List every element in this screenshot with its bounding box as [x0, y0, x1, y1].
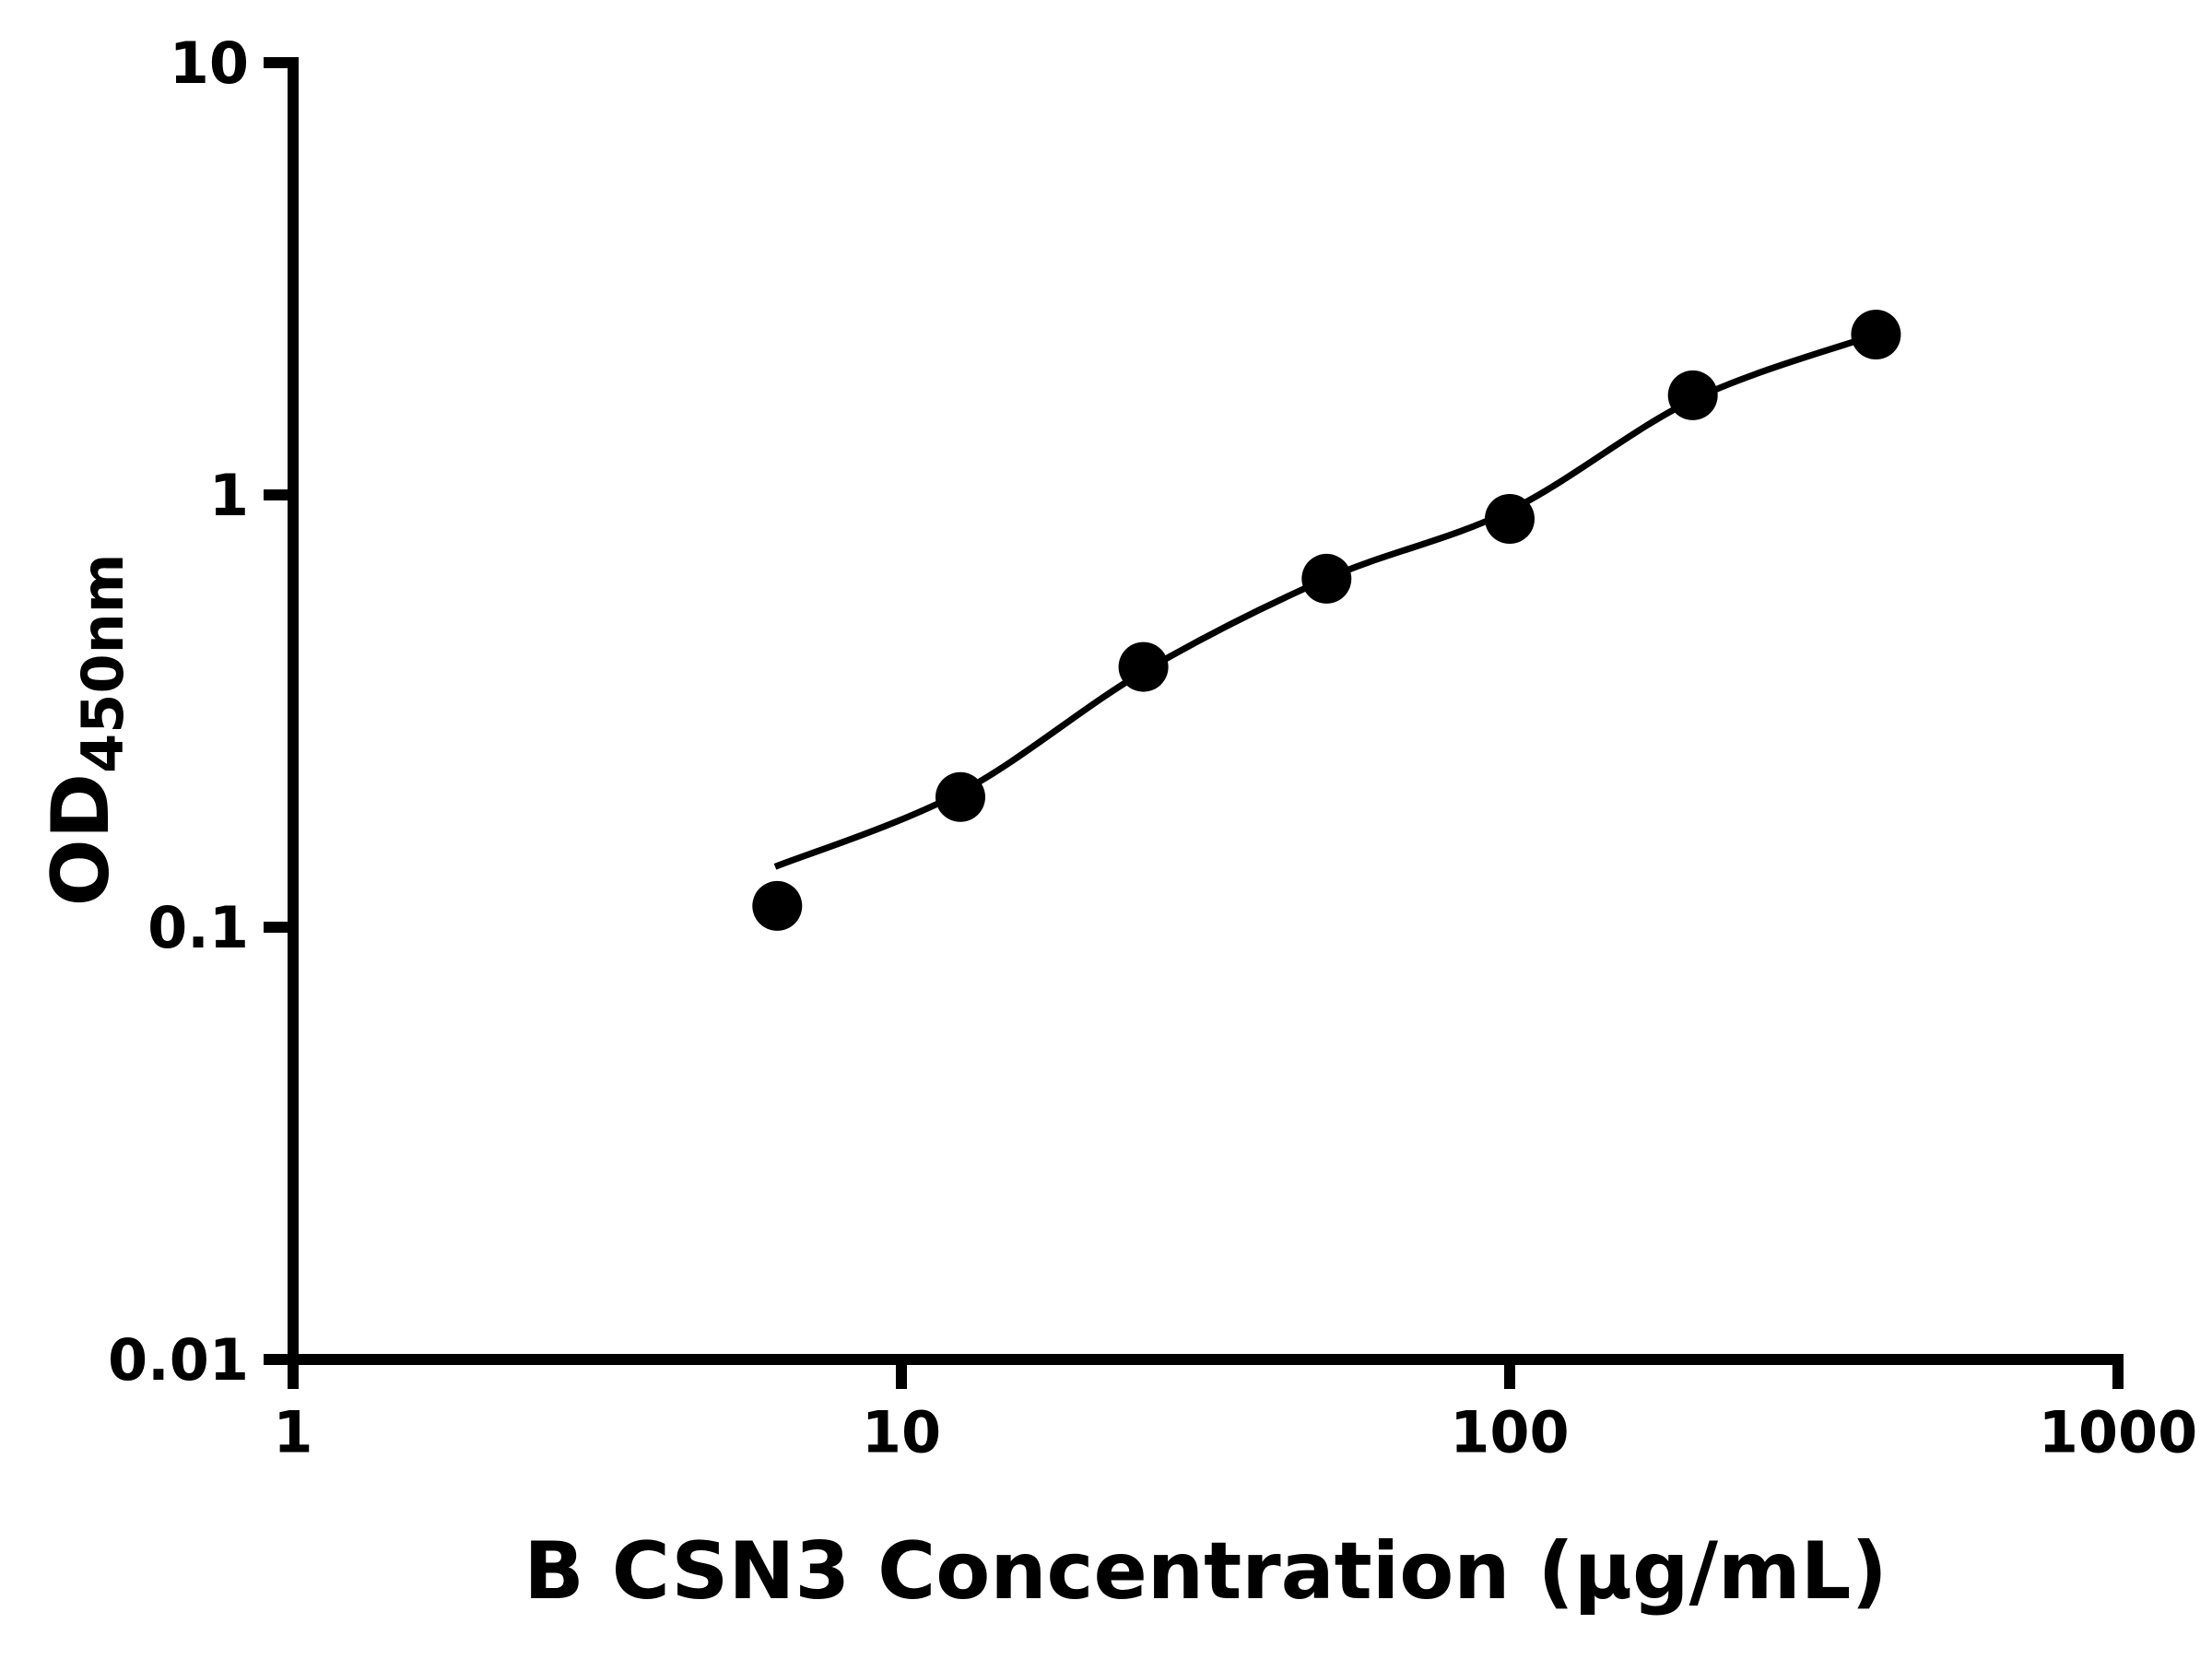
y-tick-label: 1 — [209, 462, 249, 529]
y-axis-title-subscript: 450nm — [69, 553, 136, 773]
data-point — [1667, 370, 1718, 420]
data-point — [1118, 641, 1169, 692]
data-point — [1851, 310, 1901, 359]
y-tick-label: 0.01 — [108, 1326, 249, 1394]
y-axis-title: OD450nm — [35, 554, 136, 907]
x-axis-title: B CSN3 Concentration (μg/mL) — [524, 1525, 1888, 1618]
y-tick-label: 10 — [170, 29, 249, 97]
y-axis-title-main: OD — [35, 772, 127, 907]
data-point — [752, 880, 803, 931]
data-point — [1301, 553, 1352, 604]
data-point — [935, 771, 985, 822]
x-tick-label: 1 — [273, 1398, 312, 1465]
y-tick-label: 0.1 — [147, 894, 249, 961]
x-tick-label: 1000 — [2039, 1398, 2198, 1465]
data-point — [1485, 494, 1535, 544]
x-tick-label: 100 — [1450, 1398, 1569, 1465]
x-tick-label: 10 — [862, 1398, 941, 1465]
